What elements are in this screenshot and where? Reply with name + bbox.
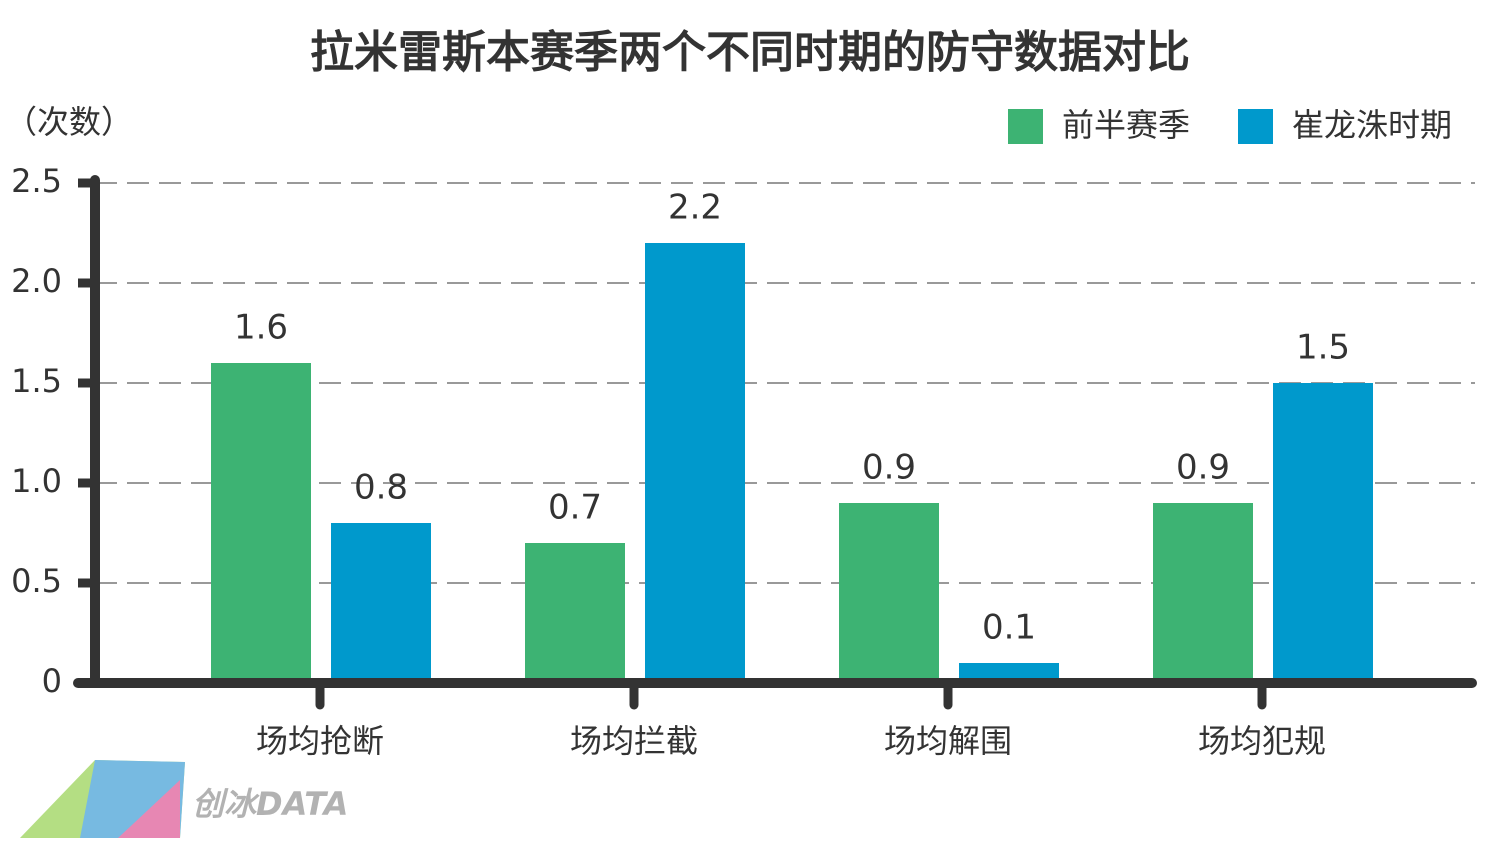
x-tick-label: 场均犯规 xyxy=(1198,722,1326,760)
bar xyxy=(211,363,311,683)
bar xyxy=(331,523,431,683)
value-label: 0.9 xyxy=(862,448,916,488)
value-label: 0.1 xyxy=(982,608,1036,648)
legend-swatch xyxy=(1238,109,1273,144)
value-label: 1.5 xyxy=(1296,328,1350,368)
legend-swatch xyxy=(1008,109,1043,144)
x-tick-label: 场均抢断 xyxy=(256,722,384,760)
value-label: 0.7 xyxy=(548,488,602,528)
watermark-logo: 创冰DATA xyxy=(20,760,348,838)
bar xyxy=(839,503,939,683)
bar xyxy=(525,543,625,683)
y-tick-label: 2.5 xyxy=(11,162,62,200)
value-label: 0.9 xyxy=(1176,448,1230,488)
x-tick-label: 场均解围 xyxy=(884,722,1012,760)
y-tick-label: 0 xyxy=(42,662,62,700)
y-tick-label: 1.0 xyxy=(11,462,62,500)
chart-title: 拉米雷斯本赛季两个不同时期的防守数据对比 xyxy=(310,27,1190,78)
watermark-text: 创冰DATA xyxy=(192,785,348,823)
value-label: 1.6 xyxy=(234,308,288,348)
y-tick-label: 0.5 xyxy=(11,562,62,600)
legend-label: 前半赛季 xyxy=(1062,106,1190,144)
logo-shape xyxy=(118,780,180,838)
legend-label: 崔龙洙时期 xyxy=(1292,106,1452,144)
value-label: 0.8 xyxy=(354,468,408,508)
bar xyxy=(645,243,745,683)
y-tick-label: 1.5 xyxy=(11,362,62,400)
y-tick-label: 2.0 xyxy=(11,262,62,300)
bar xyxy=(1273,383,1373,683)
value-label: 2.2 xyxy=(668,188,722,228)
x-tick-label: 场均拦截 xyxy=(570,722,698,760)
bar xyxy=(1153,503,1253,683)
y-axis-label: （次数） xyxy=(5,103,133,141)
